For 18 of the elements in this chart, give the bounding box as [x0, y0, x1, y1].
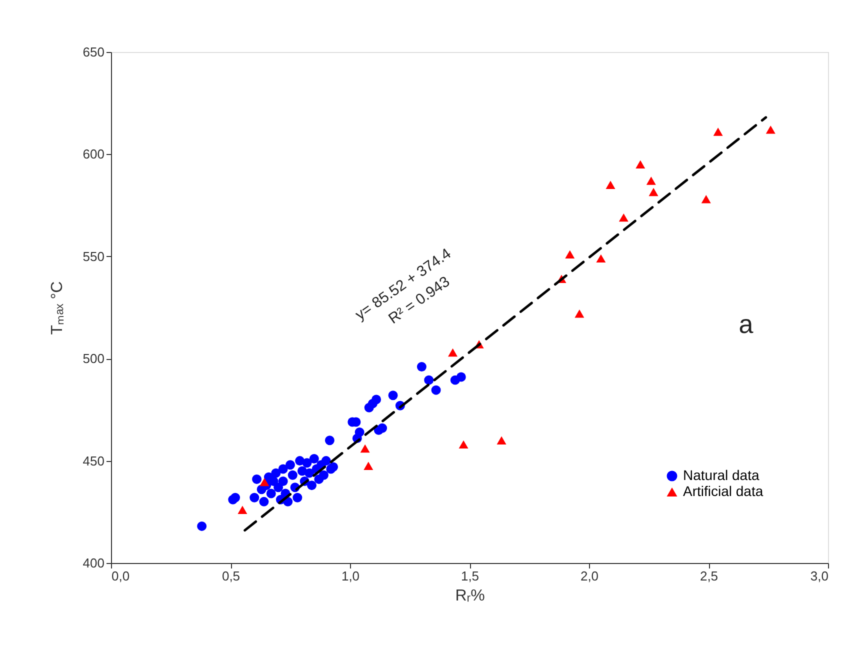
y-axis-title: Tₘₐₓ °C: [48, 281, 66, 335]
y-tick-label: 600: [82, 146, 104, 162]
legend-label: Artificial data: [683, 483, 764, 499]
y-tick-label: 650: [82, 44, 104, 60]
y-tick-label: 450: [82, 453, 104, 468]
x-tick-label: 1,5: [460, 568, 480, 584]
x-tick-label: 3,0: [810, 568, 828, 584]
annotation: a: [738, 309, 754, 339]
y-tick-label: 500: [82, 351, 104, 366]
x-tick-label: 0,5: [222, 568, 240, 584]
x-tick-label: 2,5: [700, 568, 718, 584]
y-tick-label: 400: [82, 556, 104, 570]
y-tick-label: 550: [82, 248, 104, 264]
x-axis-title: Rᵣ%: [455, 588, 485, 604]
x-tick-label: 2,0: [580, 568, 599, 584]
x-tick-label: 1,0: [341, 568, 360, 584]
legend-label: Natural data: [683, 467, 760, 483]
x-tick-label: 0,0: [112, 568, 130, 584]
